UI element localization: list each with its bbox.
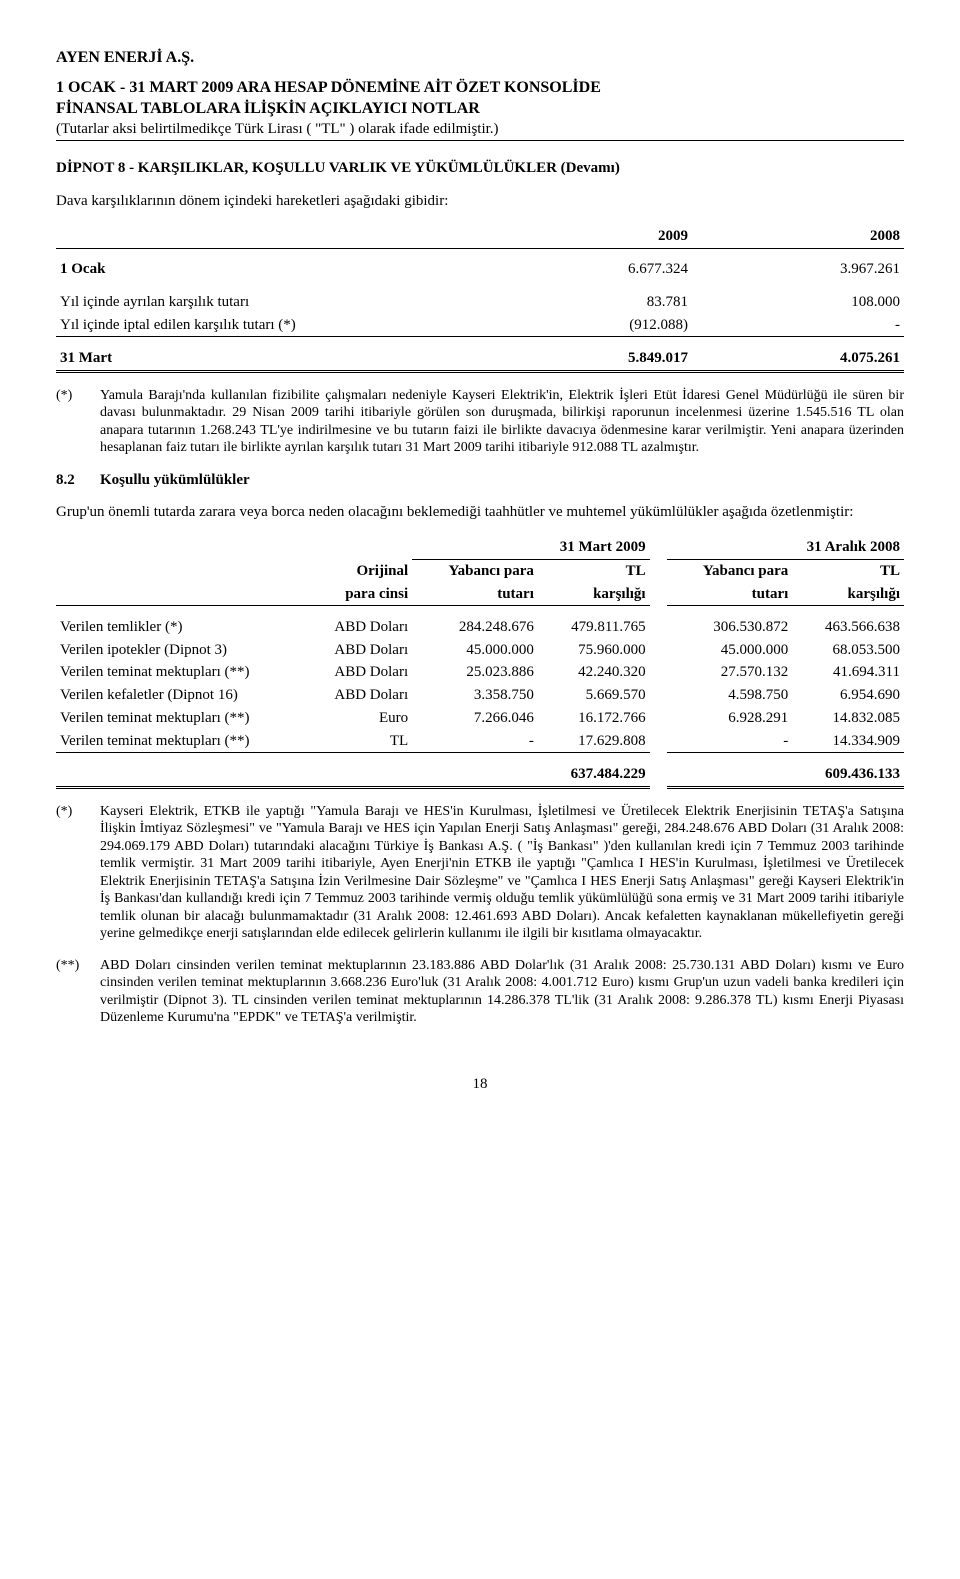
footnote-3-marker: (**) bbox=[56, 957, 100, 1027]
tbl2-row-d: 14.832.085 bbox=[792, 707, 904, 730]
row-open-2009: 6.677.324 bbox=[480, 258, 692, 281]
footnote-2-text: Kayseri Elektrik, ETKB ile yaptığı "Yamu… bbox=[100, 803, 904, 943]
row-provision-2008: 108.000 bbox=[692, 291, 904, 314]
col-2008: 2008 bbox=[692, 225, 904, 248]
row-provision-label: Yıl içinde ayrılan karşılık tutarı bbox=[56, 291, 480, 314]
subheading-intro: Grup'un önemli tutarda zarara veya borca… bbox=[56, 503, 904, 522]
tbl2-row-b: 17.629.808 bbox=[538, 730, 650, 753]
h-tl-1a: TL bbox=[538, 559, 650, 582]
row-provision-2009: 83.781 bbox=[480, 291, 692, 314]
h-yp-2a: tutarı bbox=[412, 583, 538, 606]
tbl2-row-cur: Euro bbox=[310, 707, 412, 730]
tbl2-row-cur: ABD Doları bbox=[310, 639, 412, 662]
row-close-2008: 4.075.261 bbox=[692, 347, 904, 371]
report-title-line2: FİNANSAL TABLOLARA İLİŞKİN AÇIKLAYICI NO… bbox=[56, 99, 904, 120]
row-reversal-2008: - bbox=[692, 314, 904, 337]
header-divider bbox=[56, 140, 904, 141]
tbl2-row-a: 7.266.046 bbox=[412, 707, 538, 730]
total-b: 637.484.229 bbox=[538, 763, 650, 787]
tbl2-row-d: 41.694.311 bbox=[792, 661, 904, 684]
tbl2-row-label: Verilen teminat mektupları (**) bbox=[56, 707, 310, 730]
tbl2-row-c: 306.530.872 bbox=[667, 616, 793, 639]
h-yp-1b: Yabancı para bbox=[667, 559, 793, 582]
h-yp-1a: Yabancı para bbox=[412, 559, 538, 582]
tbl2-row-label: Verilen ipotekler (Dipnot 3) bbox=[56, 639, 310, 662]
tbl2-row-cur: TL bbox=[310, 730, 412, 753]
h-tl-2a: karşılığı bbox=[538, 583, 650, 606]
section-intro: Dava karşılıklarının dönem içindeki hare… bbox=[56, 192, 904, 211]
tbl2-row-cur: ABD Doları bbox=[310, 661, 412, 684]
period-1: 31 Mart 2009 bbox=[412, 536, 649, 559]
row-open-2008: 3.967.261 bbox=[692, 258, 904, 281]
row-reversal-2009: (912.088) bbox=[480, 314, 692, 337]
tbl2-row-c: 27.570.132 bbox=[667, 661, 793, 684]
tbl2-row-label: Verilen teminat mektupları (**) bbox=[56, 661, 310, 684]
company-name: AYEN ENERJİ A.Ş. bbox=[56, 48, 904, 68]
footnote-2-marker: (*) bbox=[56, 803, 100, 943]
subheading-num: 8.2 bbox=[56, 471, 100, 490]
tbl2-row-b: 16.172.766 bbox=[538, 707, 650, 730]
tbl2-row-a: 25.023.886 bbox=[412, 661, 538, 684]
tbl2-row-label: Verilen kefaletler (Dipnot 16) bbox=[56, 684, 310, 707]
tbl2-row-cur: ABD Doları bbox=[310, 616, 412, 639]
tbl2-row-b: 75.960.000 bbox=[538, 639, 650, 662]
tbl2-row-label: Verilen temlikler (*) bbox=[56, 616, 310, 639]
tbl2-row-a: 3.358.750 bbox=[412, 684, 538, 707]
period-2: 31 Aralık 2008 bbox=[667, 536, 904, 559]
tbl2-row-a: - bbox=[412, 730, 538, 753]
row-reversal-label: Yıl içinde iptal edilen karşılık tutarı … bbox=[56, 314, 480, 337]
h-tl-1b: TL bbox=[792, 559, 904, 582]
tbl2-row-a: 284.248.676 bbox=[412, 616, 538, 639]
subheading-8-2: 8.2 Koşullu yükümlülükler bbox=[56, 471, 904, 490]
row-close-2009: 5.849.017 bbox=[480, 347, 692, 371]
total-d: 609.436.133 bbox=[792, 763, 904, 787]
row-close-label: 31 Mart bbox=[56, 347, 480, 371]
row-open-label: 1 Ocak bbox=[56, 258, 480, 281]
h-yp-2b: tutarı bbox=[667, 583, 793, 606]
h-orijinal-1: Orijinal bbox=[310, 559, 412, 582]
tbl2-row-b: 479.811.765 bbox=[538, 616, 650, 639]
tbl2-row-a: 45.000.000 bbox=[412, 639, 538, 662]
tbl2-row-cur: ABD Doları bbox=[310, 684, 412, 707]
movement-table: 2009 2008 1 Ocak 6.677.324 3.967.261 Yıl… bbox=[56, 225, 904, 373]
tbl2-row-d: 463.566.638 bbox=[792, 616, 904, 639]
tbl2-row-c: - bbox=[667, 730, 793, 753]
tbl2-row-d: 14.334.909 bbox=[792, 730, 904, 753]
footnote-2: (*) Kayseri Elektrik, ETKB ile yaptığı "… bbox=[56, 803, 904, 943]
footnote-3-text: ABD Doları cinsinden verilen teminat mek… bbox=[100, 957, 904, 1027]
h-tl-2b: karşılığı bbox=[792, 583, 904, 606]
tbl2-row-c: 6.928.291 bbox=[667, 707, 793, 730]
tbl2-row-d: 68.053.500 bbox=[792, 639, 904, 662]
col-2009: 2009 bbox=[480, 225, 692, 248]
footnote-1-text: Yamula Barajı'nda kullanılan fizibilite … bbox=[100, 387, 904, 457]
page-number: 18 bbox=[56, 1075, 904, 1094]
report-title-line1: 1 OCAK - 31 MART 2009 ARA HESAP DÖNEMİNE… bbox=[56, 78, 904, 99]
tbl2-row-label: Verilen teminat mektupları (**) bbox=[56, 730, 310, 753]
tbl2-row-b: 42.240.320 bbox=[538, 661, 650, 684]
tbl2-row-d: 6.954.690 bbox=[792, 684, 904, 707]
tbl2-row-b: 5.669.570 bbox=[538, 684, 650, 707]
footnote-1: (*) Yamula Barajı'nda kullanılan fizibil… bbox=[56, 387, 904, 457]
tbl2-row-c: 45.000.000 bbox=[667, 639, 793, 662]
commitments-table: 31 Mart 2009 31 Aralık 2008 Orijinal Yab… bbox=[56, 536, 904, 789]
section-heading: DİPNOT 8 - KARŞILIKLAR, KOŞULLU VARLIK V… bbox=[56, 159, 904, 178]
footnote-1-marker: (*) bbox=[56, 387, 100, 457]
footnote-3: (**) ABD Doları cinsinden verilen temina… bbox=[56, 957, 904, 1027]
subheading-title: Koşullu yükümlülükler bbox=[100, 471, 250, 490]
currency-note: (Tutarlar aksi belirtilmedikçe Türk Lira… bbox=[56, 120, 904, 139]
h-orijinal-2: para cinsi bbox=[310, 583, 412, 606]
tbl2-row-c: 4.598.750 bbox=[667, 684, 793, 707]
